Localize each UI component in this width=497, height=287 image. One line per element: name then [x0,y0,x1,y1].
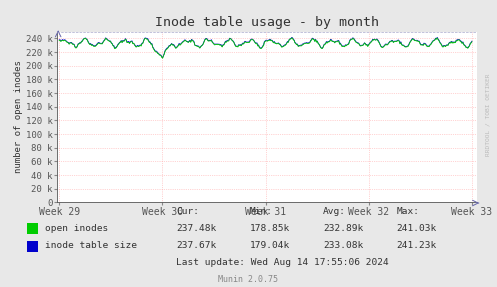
Text: 179.04k: 179.04k [250,241,290,250]
Y-axis label: number of open inodes: number of open inodes [14,61,23,173]
Text: 237.48k: 237.48k [176,224,217,233]
Text: 232.89k: 232.89k [323,224,363,233]
Text: Min:: Min: [250,207,273,216]
Text: RRDTOOL / TOBI OETIKER: RRDTOOL / TOBI OETIKER [486,73,491,156]
Text: 237.67k: 237.67k [176,241,217,250]
Title: Inode table usage - by month: Inode table usage - by month [155,16,379,29]
Text: 233.08k: 233.08k [323,241,363,250]
Text: Avg:: Avg: [323,207,346,216]
Text: 241.03k: 241.03k [397,224,437,233]
Text: 241.23k: 241.23k [397,241,437,250]
Text: Cur:: Cur: [176,207,199,216]
Text: Last update: Wed Aug 14 17:55:06 2024: Last update: Wed Aug 14 17:55:06 2024 [176,259,389,267]
Text: inode table size: inode table size [45,241,137,250]
Text: 178.85k: 178.85k [250,224,290,233]
Text: Munin 2.0.75: Munin 2.0.75 [219,275,278,284]
Text: open inodes: open inodes [45,224,108,233]
Text: Max:: Max: [397,207,419,216]
